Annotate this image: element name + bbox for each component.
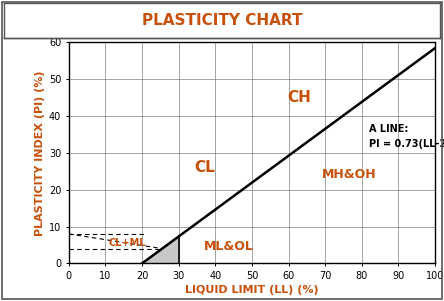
Y-axis label: PLASTICITY INDEX (PI) (%): PLASTICITY INDEX (PI) (%) bbox=[35, 70, 45, 235]
Text: CH: CH bbox=[288, 90, 312, 105]
Text: CL: CL bbox=[194, 160, 215, 175]
X-axis label: LIQUID LIMIT (LL) (%): LIQUID LIMIT (LL) (%) bbox=[185, 285, 319, 295]
Polygon shape bbox=[142, 237, 178, 263]
Text: A LINE:: A LINE: bbox=[369, 124, 408, 134]
Text: PI = 0.73(LL-20): PI = 0.73(LL-20) bbox=[369, 138, 444, 148]
Text: ML&OL: ML&OL bbox=[204, 240, 254, 253]
Text: PLASTICITY CHART: PLASTICITY CHART bbox=[142, 13, 302, 28]
Text: MH&OH: MH&OH bbox=[321, 168, 376, 182]
Text: CL+ML: CL+ML bbox=[109, 238, 146, 248]
